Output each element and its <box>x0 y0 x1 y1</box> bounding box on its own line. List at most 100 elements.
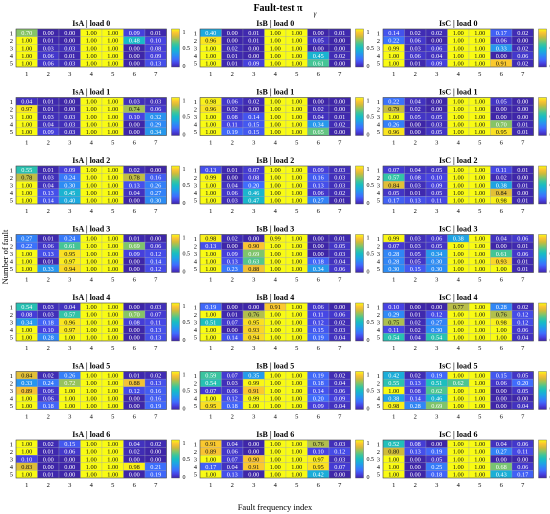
cell-value-label: 0.03 <box>431 121 442 128</box>
x-tick-label: 4 <box>90 414 94 421</box>
x-tick-label: 5 <box>111 482 114 489</box>
panel-title: IsA | load 2 <box>72 156 110 165</box>
cell-value-label: 1.00 <box>86 335 97 342</box>
cell-value-label: 0.14 <box>410 395 422 402</box>
cell-value-label: 1.00 <box>474 182 485 189</box>
cell-value-label: 1.00 <box>453 198 464 205</box>
y-tick-label: 2 <box>10 106 13 113</box>
cell-value-label: 1.00 <box>474 251 485 258</box>
cell-value-label: 0.02 <box>517 61 528 68</box>
cell-value-label: 0.00 <box>496 395 507 402</box>
y-tick-label: 2 <box>10 449 13 456</box>
cell-value-label: 1.00 <box>270 312 281 319</box>
colorbar-tick-label: 0.5 <box>367 115 375 121</box>
x-tick-label: 1 <box>392 140 395 147</box>
cell-value-label: 0.05 <box>410 258 421 265</box>
panel-title: IsC | load 5 <box>439 362 477 371</box>
cell-value-label: 0.72 <box>64 380 75 387</box>
cell-value-label: 1.00 <box>474 449 485 456</box>
y-tick-label: 5 <box>10 403 13 410</box>
x-tick-label: 6 <box>317 482 321 489</box>
cell-value-label: 1.00 <box>205 258 216 265</box>
cell-value-label: 0.24 <box>43 380 55 387</box>
cell-value-label: 1.00 <box>21 472 32 479</box>
colorbar <box>355 28 364 68</box>
x-tick-label: 1 <box>209 277 212 284</box>
cell-value-label: 1.00 <box>291 198 302 205</box>
x-tick-label: 2 <box>414 140 417 147</box>
cell-value-label: 0.08 <box>21 312 32 319</box>
cell-value-label: 1.00 <box>474 99 485 106</box>
cell-value-label: 0.03 <box>64 129 75 136</box>
cell-value-label: 1.00 <box>270 403 281 410</box>
cell-value-label: 0.00 <box>248 441 259 448</box>
heatmap-panel: IsC | load 50.42 0.02 0.19 1.00 1.00 0.15 0.05… <box>377 362 550 421</box>
cell-value-label: 1.00 <box>205 61 216 68</box>
cell-value-label: 0.30 <box>431 258 442 265</box>
cell-value-label: 1.00 <box>64 335 75 342</box>
cell-value-label: 0.03 <box>334 175 345 182</box>
y-tick-label: 3 <box>377 46 380 53</box>
cell-value-label: 1.00 <box>474 373 485 380</box>
cell-value-label: 0.02 <box>43 441 54 448</box>
cell-value-label: 0.00 <box>227 304 238 311</box>
cell-value-label: 1.00 <box>21 61 32 68</box>
colorbar-tick-label: 1 <box>367 304 370 310</box>
cell-value-label: 1.00 <box>453 243 464 250</box>
panel-frame <box>382 97 534 136</box>
colorbar-tick-label: 0.5 <box>183 457 191 463</box>
cell-value-label: 0.00 <box>129 456 140 463</box>
cell-value-label: 0.30 <box>431 266 442 273</box>
cell-value-label: 0.11 <box>150 319 161 326</box>
cell-value-label: 0.02 <box>334 53 345 60</box>
cell-value-label: 0.01 <box>410 190 421 197</box>
colorbar-tick-label: 0.5 <box>183 389 191 395</box>
cell-value-label: 0.12 <box>129 388 140 395</box>
cell-value-label: 0.00 <box>431 38 442 45</box>
cell-value-label: 0.76 <box>496 312 507 319</box>
cell-value-label: 1.00 <box>270 198 281 205</box>
cell-value-label: 1.00 <box>107 456 118 463</box>
cell-value-label: 0.05 <box>431 190 442 197</box>
cell-value-label: 1.00 <box>205 129 216 136</box>
cell-value-label: 0.61 <box>64 243 75 250</box>
colorbar <box>171 302 180 342</box>
x-tick-label: 1 <box>25 414 28 421</box>
panel-title: IsB | load 4 <box>256 293 294 302</box>
y-tick-label: 4 <box>377 53 381 60</box>
cell-value-label: 0.19 <box>150 472 161 479</box>
x-tick-label: 7 <box>338 414 342 421</box>
cell-value-label: 1.00 <box>270 335 281 342</box>
cell-value-label: 0.04 <box>410 335 422 342</box>
cell-value-label: 0.02 <box>227 45 238 52</box>
colorbar <box>355 234 364 273</box>
y-tick-label: 1 <box>377 99 380 106</box>
panel-frame <box>199 28 351 68</box>
cell-value-label: 0.88 <box>248 266 259 273</box>
cell-value-label: 1.00 <box>453 53 464 60</box>
cell-value-label: 0.03 <box>334 441 345 448</box>
cell-value-label: 0.74 <box>129 106 141 113</box>
cell-value-label: 1.00 <box>270 441 281 448</box>
cell-value-label: 0.25 <box>431 464 442 471</box>
cell-value-label: 0.01 <box>517 167 528 174</box>
cell-value-label: 0.03 <box>43 175 54 182</box>
y-tick-label: 2 <box>194 106 197 113</box>
cell-value-label: 0.02 <box>517 30 528 37</box>
cell-value-label: 1.00 <box>270 449 281 456</box>
cell-value-label: 1.00 <box>205 53 216 60</box>
cell-value-label: 1.00 <box>270 38 281 45</box>
cell-value-label: 0.02 <box>334 121 345 128</box>
cell-value-label: 1.00 <box>474 258 485 265</box>
x-tick-label: 6 <box>133 208 137 215</box>
cell-value-label: 0.27 <box>150 190 161 197</box>
cell-value-label: 0.26 <box>388 121 399 128</box>
x-tick-label: 6 <box>133 71 137 78</box>
cell-value-label: 0.19 <box>313 335 324 342</box>
x-tick-label: 7 <box>521 140 525 147</box>
cell-value-label: 0.01 <box>517 121 528 128</box>
cell-value-label: 0.52 <box>388 441 399 448</box>
x-tick-label: 2 <box>231 277 234 284</box>
heatmap-panel: IsC | load 20.07 0.04 0.05 1.00 1.00 0.11 0.01… <box>377 156 550 215</box>
cell-value-label: 1.00 <box>21 403 32 410</box>
